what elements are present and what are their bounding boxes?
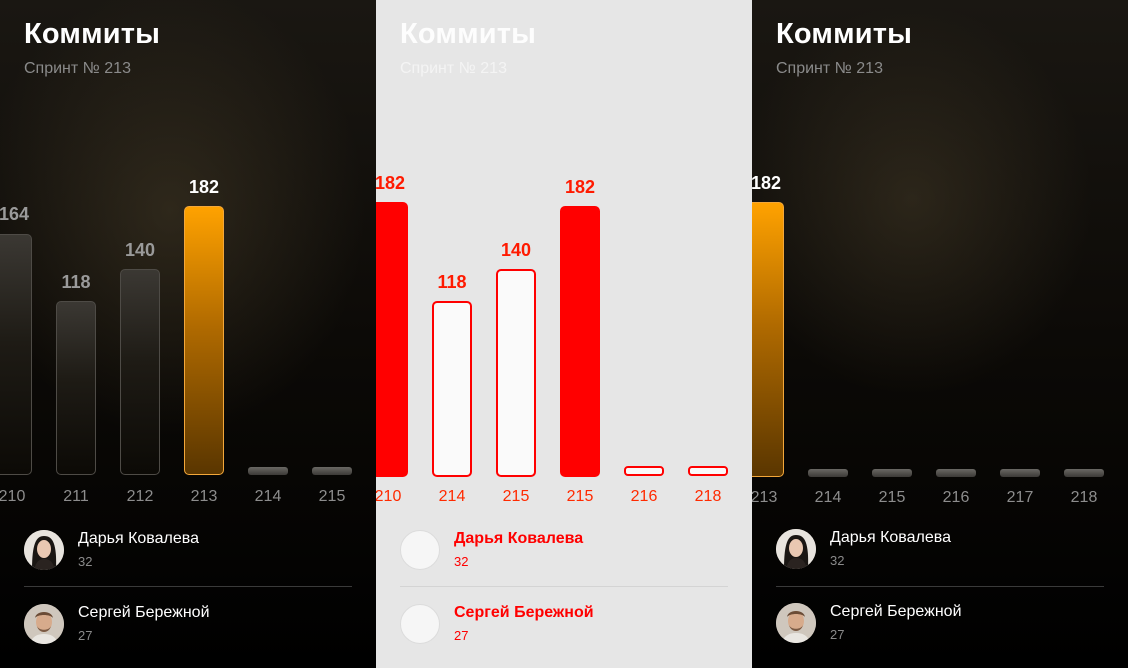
- female-avatar-icon: [24, 530, 64, 570]
- contributor-name: Сергей Бережной: [78, 604, 210, 621]
- chart-bar-selected[interactable]: [184, 206, 224, 475]
- chart-bar-empty[interactable]: [248, 467, 288, 475]
- bar-category-label: 210: [376, 488, 402, 505]
- divider: [400, 586, 728, 587]
- bar-value-label: 118: [437, 272, 467, 292]
- chart-bar[interactable]: [496, 269, 536, 477]
- contributor-name: Дарья Ковалева: [454, 530, 584, 547]
- contributor-commit-count: 27: [78, 628, 93, 643]
- male-avatar-icon: [24, 604, 64, 644]
- sprint-subtitle: Спринт № 213: [24, 60, 131, 77]
- bar-category-label: 211: [63, 488, 89, 505]
- chart-bar-empty[interactable]: [688, 466, 728, 476]
- bar-category-label: 218: [1070, 489, 1098, 506]
- chart-bar-selected[interactable]: [752, 202, 784, 477]
- contributor-name: Сергей Бережной: [454, 604, 594, 621]
- chart-bar[interactable]: [120, 269, 160, 475]
- bar-category-label: 214: [814, 489, 842, 506]
- contributor-commit-count: 32: [454, 554, 469, 569]
- contributor-name: Дарья Ковалева: [830, 529, 951, 546]
- chart-bar[interactable]: [376, 202, 408, 477]
- female-avatar-icon: [776, 529, 816, 569]
- bar-category-label: 215: [502, 488, 530, 505]
- page-title: Коммиты: [400, 18, 537, 50]
- contributor-row[interactable]: Дарья Ковалева 32: [400, 530, 728, 578]
- bar-category-label: 212: [126, 488, 154, 505]
- bar-category-label: 214: [254, 488, 282, 505]
- divider: [24, 586, 352, 587]
- page-title: Коммиты: [24, 18, 161, 50]
- chart-bar-empty[interactable]: [936, 469, 976, 477]
- contributor-commit-count: 32: [830, 553, 845, 568]
- bar-category-label: 213: [752, 489, 778, 506]
- bar-category-label: 215: [878, 489, 906, 506]
- contributor-row[interactable]: Дарья Ковалева 32: [776, 529, 1104, 577]
- bar-category-label: 217: [1006, 489, 1034, 506]
- sprint-subtitle: Спринт № 213: [400, 60, 507, 77]
- chart-bar-empty[interactable]: [808, 469, 848, 477]
- contributor-row[interactable]: Дарья Ковалева 32: [24, 530, 352, 578]
- bar-category-label: 213: [190, 488, 218, 505]
- divider: [776, 586, 1104, 587]
- contributor-commit-count: 32: [78, 554, 93, 569]
- contributor-commit-count: 27: [830, 627, 845, 642]
- bar-category-label: 216: [942, 489, 970, 506]
- bar-value-label: 118: [61, 272, 91, 292]
- commits-screen-left: Коммиты Спринт № 213 164 210 118 211 140…: [0, 0, 376, 668]
- contributor-name: Сергей Бережной: [830, 603, 962, 620]
- commits-screen-diff: Коммиты Спринт № 213 182 210 118 214 140…: [376, 0, 752, 668]
- bar-category-label: 215: [566, 488, 594, 505]
- commits-screen-right: Коммиты Спринт № 213 182 213 214 215 216…: [752, 0, 1128, 668]
- bar-category-label: 215: [318, 488, 346, 505]
- contributor-row[interactable]: Сергей Бережной 27: [24, 604, 352, 652]
- male-avatar-icon: [776, 603, 816, 643]
- bar-category-label: 216: [630, 488, 658, 505]
- bar-value-label: 182: [188, 177, 220, 197]
- chart-bar-empty[interactable]: [872, 469, 912, 477]
- chart-bar[interactable]: [432, 301, 472, 477]
- chart-bar-empty[interactable]: [624, 466, 664, 476]
- chart-bar-empty[interactable]: [1064, 469, 1104, 477]
- bar-category-label: 210: [0, 488, 26, 505]
- page-title: Коммиты: [776, 18, 913, 50]
- bar-value-label: 182: [376, 173, 406, 193]
- chart-bar-empty[interactable]: [312, 467, 352, 475]
- male-avatar-icon: [400, 604, 440, 644]
- contributor-commit-count: 27: [454, 628, 469, 643]
- bar-value-label: 164: [0, 204, 30, 224]
- bar-value-label: 182: [564, 177, 596, 197]
- bar-category-label: 218: [694, 488, 722, 505]
- contributor-row[interactable]: Сергей Бережной 27: [776, 603, 1104, 651]
- bar-value-label: 182: [752, 173, 782, 193]
- chart-bar[interactable]: [0, 234, 32, 475]
- contributor-name: Дарья Ковалева: [78, 530, 199, 547]
- bar-value-label: 140: [500, 240, 532, 260]
- contributor-row[interactable]: Сергей Бережной 27: [400, 604, 728, 652]
- sprint-subtitle: Спринт № 213: [776, 60, 883, 77]
- female-avatar-icon: [400, 530, 440, 570]
- bar-value-label: 140: [124, 240, 156, 260]
- bar-category-label: 214: [438, 488, 466, 505]
- chart-bar[interactable]: [56, 301, 96, 475]
- chart-bar-empty[interactable]: [1000, 469, 1040, 477]
- chart-bar-selected[interactable]: [560, 206, 600, 477]
